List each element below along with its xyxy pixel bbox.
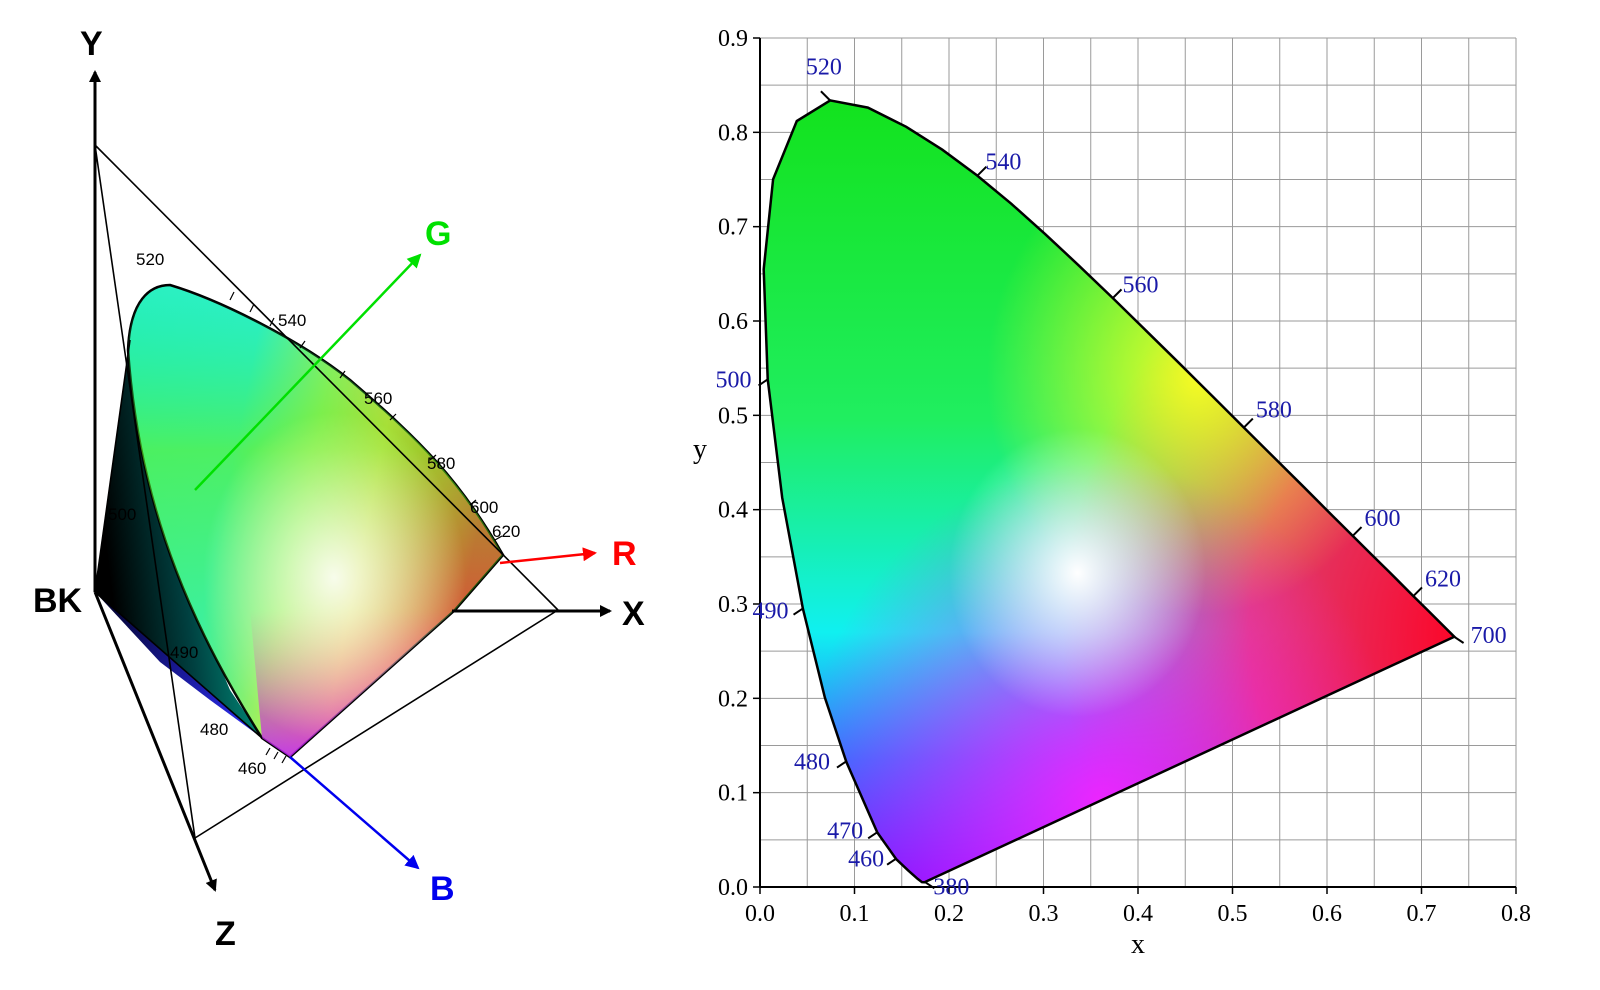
plane-white-overlay [128,285,503,757]
x-tick-label: 0.5 [1218,901,1248,927]
x-tick-label: 0.3 [1029,901,1059,927]
y-tick-label: 0.2 [718,686,748,712]
triangle-edge-xz [194,609,559,839]
wavelength-label: 480 [794,750,830,776]
x-tick-label: 0.6 [1312,901,1342,927]
x-tick-label: 0.2 [934,901,964,927]
x-axis-title: x [1131,929,1145,960]
x-tick-label: 0.0 [745,901,775,927]
wavelength-label: 560 [1122,272,1158,298]
wavelength-tick [867,831,878,840]
locus-ticks-3d [229,291,503,764]
y-tick-label: 0.6 [718,309,748,335]
wavelength-tick [886,857,897,866]
wavelength-label: 500 [716,367,752,393]
wavelength-tick [924,881,935,890]
wavelength-label: 460 [848,847,884,873]
x-axis-label: X [622,595,645,633]
y-tick-label: 0.4 [718,498,748,524]
wl3d-label: 540 [278,311,306,330]
wavelength-label: 700 [1471,623,1507,649]
z-axis-line [93,591,217,892]
y-tick-label: 0.8 [718,120,748,146]
x-tick-label: 0.1 [840,901,870,927]
triangle-edge-yz [94,144,196,839]
wavelength-tick [976,166,988,177]
g-axis-label: G [425,215,451,253]
wl3d-label: 500 [108,505,136,524]
wavelength-tick [1351,526,1363,537]
wavelength-tick [836,760,847,769]
wl3d-label: 580 [427,454,455,473]
wavelength-label: 580 [1256,398,1292,424]
wavelength-tick [820,90,831,101]
wl3d-label: 480 [200,720,228,739]
wavelength-label: 490 [753,599,789,625]
wl3d-label: 520 [136,250,164,269]
wavelength-ticks [758,90,1465,890]
y-tick-label: 0.7 [718,215,748,241]
y-tick-label: 0.3 [718,592,748,618]
wavelength-tick [758,378,769,387]
origin-label: BK [33,582,83,620]
wl3d-label: 600 [470,498,498,517]
chart-tick-labels: 0.0 0.1 0.2 0.3 0.4 0.5 0.6 0.7 0.8 0.0 0.1 0.2 0.3 0… [718,26,1531,927]
z-axis-label: Z [215,915,236,953]
wl3d-label: 460 [238,759,266,778]
wl3d-label: 620 [492,522,520,541]
wl3d-label: 560 [364,389,392,408]
wavelength-label: 520 [806,54,842,80]
wl3d-label: 490 [170,643,198,662]
wavelength-label: 620 [1425,566,1461,592]
wavelength-tick [1412,586,1423,598]
wavelength-label: 470 [827,818,863,844]
wavelength-tick [1243,417,1254,429]
cie-xy-chart: 0.0 0.1 0.2 0.3 0.4 0.5 0.6 0.7 0.8 0.0 0.1 0.2 0.3 0… [693,26,1531,960]
x-tick-label: 0.7 [1407,901,1437,927]
wavelength-tick [1111,288,1123,300]
x-tick-label: 0.4 [1123,901,1153,927]
wavelength-tick [1454,636,1465,644]
b-axis-label: B [430,870,455,908]
y-tick-label: 0.5 [718,403,748,429]
r-axis-line [499,547,597,565]
wavelength-label: 540 [985,150,1021,176]
y-tick-label: 0.9 [718,26,748,52]
r-axis-label: R [612,535,637,573]
y-axis-title: y [693,434,707,465]
y-tick-label: 0.1 [718,781,748,807]
wavelength-label: 380 [933,874,969,900]
cone-edge-lower [94,591,263,739]
triangle-edge-yx [94,144,559,611]
x-tick-label: 0.8 [1501,901,1531,927]
wavelength-tick [792,607,804,616]
wavelength-labels: 380 460 470 480 490 500 520 540 560 580 600 620 700 [716,54,1507,900]
cone-edge-upper [94,339,131,593]
y-axis-label: Y [80,25,103,63]
xyz-3d-diagram: Y X Z BK R G B 520 540 560 580 600 620 5… [33,25,645,953]
b-axis-line [289,756,420,870]
y-tick-label: 0.0 [718,875,748,901]
wavelength-label: 600 [1365,506,1401,532]
g-axis-line [194,253,422,491]
